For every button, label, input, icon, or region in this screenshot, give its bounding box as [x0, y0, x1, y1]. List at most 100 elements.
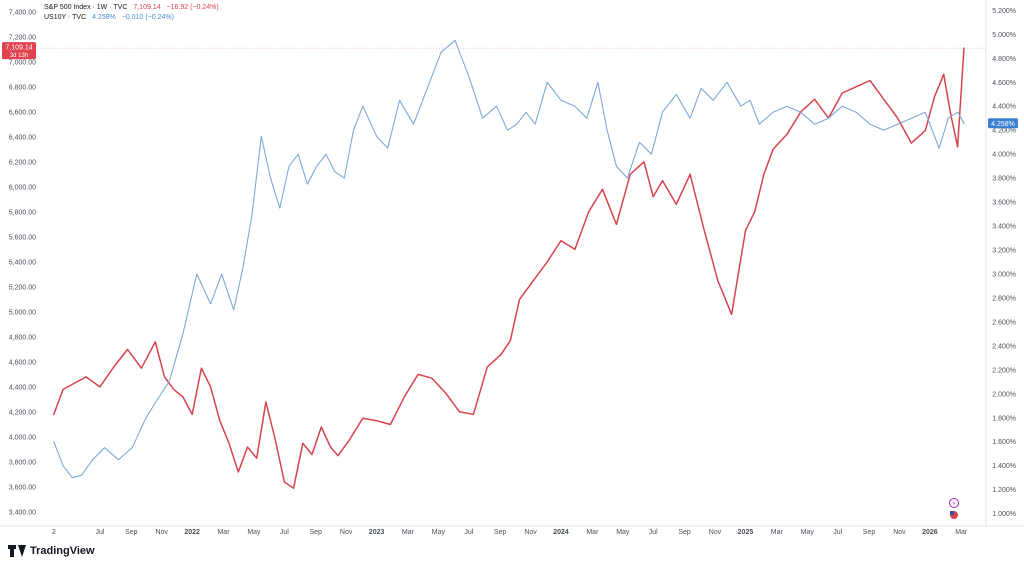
- left-tick-label: 5,400.00: [9, 259, 36, 266]
- right-tick-label: 4.000%: [992, 152, 1016, 159]
- right-tick-label: 1.200%: [992, 487, 1016, 494]
- tradingview-logo-icon: [8, 545, 26, 557]
- left-tick-label: 5,800.00: [9, 209, 36, 216]
- left-tick-label: 6,200.00: [9, 159, 36, 166]
- left-tick-label: 6,400.00: [9, 134, 36, 141]
- x-tick-label: Jul: [280, 529, 289, 536]
- right-tick-label: 5.200%: [992, 8, 1016, 15]
- x-tick-label: Nov: [155, 529, 168, 536]
- right-tick-label: 2.400%: [992, 343, 1016, 350]
- legend-us10y-value: 4.258%: [92, 14, 116, 21]
- chart-legend: S&P 500 Index · 1W · TVC 7,109.14 −16.92…: [44, 3, 219, 23]
- right-tick-label: 1.800%: [992, 415, 1016, 422]
- price-tag-bg: [2, 42, 36, 60]
- x-tick-label: 2025: [738, 529, 754, 536]
- flash-icon: [949, 498, 959, 508]
- x-tick-label: Nov: [340, 529, 353, 536]
- x-tick-label: Mar: [586, 529, 599, 536]
- x-tick-label: 2022: [184, 529, 200, 536]
- series-line-spx: [53, 47, 965, 489]
- x-tick-label: Jul: [464, 529, 473, 536]
- left-tick-label: 4,400.00: [9, 384, 36, 391]
- right-tick-label: 4.400%: [992, 104, 1016, 111]
- series-line-us10y: [53, 39, 965, 479]
- right-tick-label: 2.000%: [992, 391, 1016, 398]
- x-tick-label: Mar: [955, 529, 968, 536]
- left-tick-label: 6,000.00: [9, 184, 36, 191]
- right-tick-label: 2.800%: [992, 295, 1016, 302]
- right-tick-label: 1.400%: [992, 463, 1016, 470]
- right-tick-label: 3.200%: [992, 248, 1016, 255]
- left-tick-label: 4,600.00: [9, 359, 36, 366]
- price-tag-countdown: 3d 13h: [10, 53, 28, 59]
- left-tick-label: 4,800.00: [9, 334, 36, 341]
- left-tick-label: 3,800.00: [9, 459, 36, 466]
- legend-us10y-change: −0.010 (−0.24%): [121, 14, 174, 21]
- right-tick-label: 2.200%: [992, 367, 1016, 374]
- left-tick-label: 7,200.00: [9, 34, 36, 41]
- x-tick-label: Mar: [217, 529, 230, 536]
- x-tick-label: Sep: [863, 529, 876, 536]
- x-tick-label: 2: [52, 529, 56, 536]
- x-tick-label: Mar: [771, 529, 784, 536]
- left-tick-label: 5,000.00: [9, 309, 36, 316]
- left-axis: 3,400.00 3,600.00 3,800.00 4,000.00 4,200.00…: [9, 9, 36, 516]
- legend-row-us10y[interactable]: US10Y · TVC 4.258% −0.010 (−0.24%): [44, 13, 219, 23]
- x-tick-label: Jul: [649, 529, 658, 536]
- right-tick-label: 1.600%: [992, 439, 1016, 446]
- x-tick-label: Sep: [678, 529, 691, 536]
- left-tick-label: 3,600.00: [9, 484, 36, 491]
- right-tick-label: 1.000%: [992, 511, 1016, 518]
- x-tick-label: Mar: [402, 529, 415, 536]
- right-tick-label: 4.200%: [992, 128, 1016, 135]
- flash-icon-glyph: ⚡: [952, 501, 956, 508]
- x-tick-label: Nov: [524, 529, 537, 536]
- left-tick-label: 4,000.00: [9, 434, 36, 441]
- tradingview-brand[interactable]: TradingView: [8, 545, 95, 557]
- right-tick-label: 4.600%: [992, 80, 1016, 87]
- x-tick-label: Jul: [95, 529, 104, 536]
- series-layer: [53, 39, 965, 489]
- grid-layer: [0, 0, 1024, 527]
- x-tick-label: May: [616, 529, 630, 536]
- right-tick-label: 4.800%: [992, 56, 1016, 63]
- legend-spx-change: −16.92 (−0.24%): [166, 4, 219, 11]
- legend-us10y-name: US10Y · TVC: [44, 14, 87, 21]
- right-tick-label: 3.400%: [992, 224, 1016, 231]
- right-tick-label: 3.800%: [992, 176, 1016, 183]
- right-tick-label: 3.000%: [992, 271, 1016, 278]
- x-tick-label: Nov: [893, 529, 906, 536]
- left-tick-label: 5,200.00: [9, 284, 36, 291]
- right-axis: 1.000% 1.200% 1.400% 1.600% 1.800% 2.000% 2.20…: [992, 8, 1016, 518]
- legend-spx-value: 7,109.14: [133, 4, 161, 11]
- left-tick-label: 5,600.00: [9, 234, 36, 241]
- left-tick-label: 3,400.00: [9, 509, 36, 516]
- x-tick-label: May: [432, 529, 446, 536]
- x-tick-label: May: [801, 529, 815, 536]
- x-tick-label: Sep: [125, 529, 138, 536]
- x-tick-label: Sep: [309, 529, 322, 536]
- left-tick-label: 4,200.00: [9, 409, 36, 416]
- right-tick-label: 5.000%: [992, 32, 1016, 39]
- x-tick-label: 2024: [553, 529, 569, 536]
- legend-spx-name: S&P 500 Index · 1W · TVC: [44, 4, 128, 11]
- left-tick-label: 6,800.00: [9, 84, 36, 91]
- x-tick-label: May: [247, 529, 261, 536]
- us-flag-canton: [950, 511, 954, 515]
- x-axis: 2 Jul Sep Nov 2022 Mar May Jul Sep Nov 2023 Mar May J…: [52, 529, 968, 536]
- price-tag-value: 7,109.14: [5, 45, 32, 52]
- legend-row-spx[interactable]: S&P 500 Index · 1W · TVC 7,109.14 −16.92…: [44, 3, 219, 13]
- yield-tag-value: 4.258%: [991, 121, 1015, 128]
- left-tick-label: 7,000.00: [9, 59, 36, 66]
- x-tick-label: 2026: [922, 529, 938, 536]
- right-tick-label: 2.600%: [992, 319, 1016, 326]
- x-tick-label: Jul: [833, 529, 842, 536]
- left-tick-label: 6,600.00: [9, 109, 36, 116]
- x-tick-label: 2023: [369, 529, 385, 536]
- right-tick-label: 3.600%: [992, 200, 1016, 207]
- yield-tag-bg: [988, 118, 1018, 129]
- x-tick-label: Nov: [709, 529, 722, 536]
- x-tick-label: Sep: [494, 529, 507, 536]
